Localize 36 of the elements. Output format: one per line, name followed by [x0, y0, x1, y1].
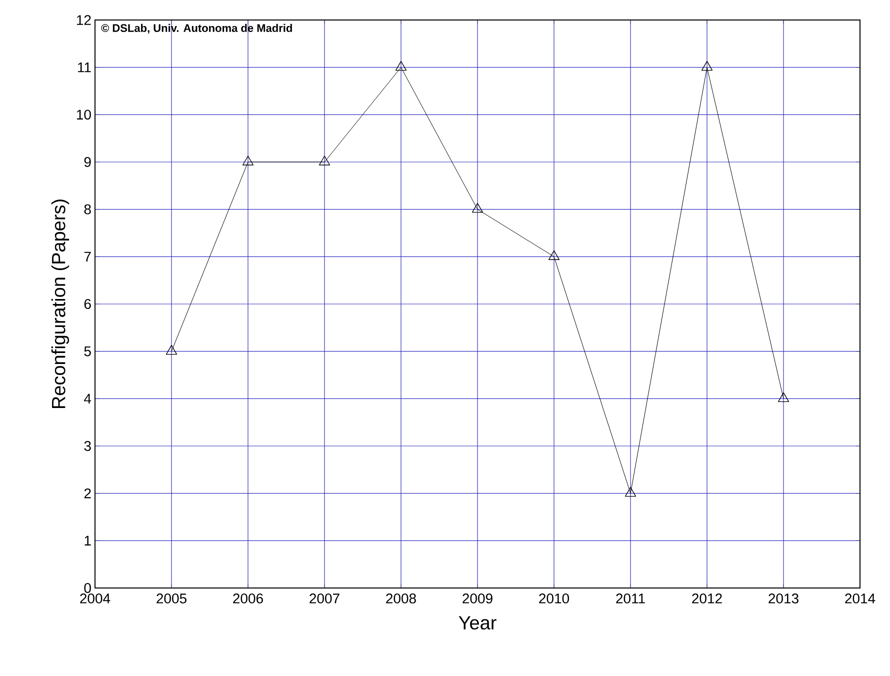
- y-tick-label: 6: [84, 299, 91, 309]
- y-tick-label: 1: [84, 536, 91, 546]
- point: [242, 156, 254, 166]
- y-tick-label: 7: [84, 252, 91, 262]
- x-tick-label: 2011: [616, 594, 645, 604]
- y-axis-title: Reconfiguration (Papers): [51, 200, 70, 408]
- point: [624, 486, 636, 497]
- y-tick-label: 3: [84, 441, 91, 451]
- y-tick-label: 2: [84, 488, 91, 498]
- x-tick-label: 2013: [768, 594, 798, 604]
- y-tick-label: 8: [84, 204, 91, 214]
- x-tick-label: 2006: [233, 594, 263, 604]
- x-tick-label: 2005: [156, 594, 186, 604]
- y-tick-label: 4: [84, 394, 92, 404]
- point: [395, 60, 407, 71]
- annotation: © DSLab, Univ. Autonoma de Madrid: [101, 24, 292, 34]
- x-tick-label: 2012: [692, 594, 722, 604]
- point: [701, 60, 713, 71]
- point: [318, 156, 330, 166]
- point: [778, 392, 790, 402]
- point: [472, 202, 484, 213]
- y-tick-label: 12: [76, 15, 91, 25]
- point: [166, 344, 178, 355]
- y-tick-label: 10: [76, 110, 91, 120]
- x-tick-label: 2014: [845, 594, 876, 604]
- x-tick-label: 2009: [462, 594, 492, 604]
- y-tick-label: 11: [78, 62, 91, 72]
- x-tick-label: 2010: [539, 594, 570, 604]
- y-tick-label: 0: [84, 583, 91, 593]
- x-tick-label: 2004: [80, 594, 110, 604]
- point: [548, 250, 560, 260]
- x-axis-title: Year: [458, 616, 496, 630]
- y-tick-label: 9: [84, 157, 91, 167]
- x-tick-label: 2007: [310, 594, 340, 604]
- x-tick-label: 2008: [386, 594, 416, 604]
- y-tick-label: 5: [84, 346, 91, 356]
